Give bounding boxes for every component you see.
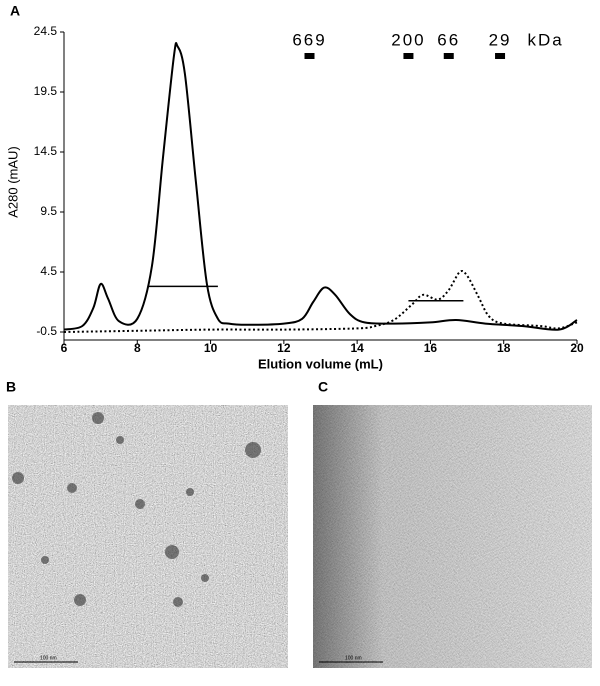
x-tick-label: 14 — [350, 341, 364, 355]
micrograph: 100 nm — [313, 405, 592, 668]
size-marker — [443, 53, 454, 59]
y-tick-label: -0.5 — [36, 324, 57, 338]
y-tick-label: 24.5 — [34, 24, 58, 38]
size-marker — [304, 53, 315, 59]
y-axis-label: A280 (mAU) — [5, 146, 20, 218]
x-tick-label: 20 — [570, 341, 584, 355]
micrograph-shade — [313, 405, 592, 668]
y-tick-label: 9.5 — [40, 204, 57, 218]
panel-label: A — [10, 3, 20, 19]
particles — [12, 412, 261, 607]
panel-label: B — [6, 379, 16, 395]
data-line — [63, 42, 578, 331]
y-tick-label: 14.5 — [34, 144, 58, 158]
x-tick-label: 8 — [134, 341, 141, 355]
x-tick-label: 10 — [204, 341, 218, 355]
scale-bar-label: 100 nm — [40, 655, 57, 661]
x-tick-label: 12 — [277, 341, 291, 355]
size-marker-label: 669 — [292, 30, 326, 49]
scale-bar-label: 100 nm — [345, 655, 362, 661]
x-axis-label: Elution volume (mL) — [258, 356, 383, 371]
x-tick-label: 16 — [424, 341, 438, 355]
micrograph: 100 nm — [8, 405, 288, 668]
x-tick-label: 18 — [497, 341, 511, 355]
size-marker — [495, 53, 506, 59]
y-tick-label: 4.5 — [40, 264, 57, 278]
x-tick-label: 6 — [61, 341, 68, 355]
size-marker-unit: kDa — [528, 30, 564, 49]
panel-label: C — [318, 379, 328, 395]
size-marker-label: 200 — [391, 30, 425, 49]
micrograph-image — [8, 405, 288, 668]
size-marker-label: 66 — [437, 30, 460, 49]
data-line — [63, 269, 578, 333]
size-marker — [403, 53, 414, 59]
y-tick-label: 19.5 — [34, 84, 58, 98]
size-marker-label: 29 — [489, 30, 512, 49]
